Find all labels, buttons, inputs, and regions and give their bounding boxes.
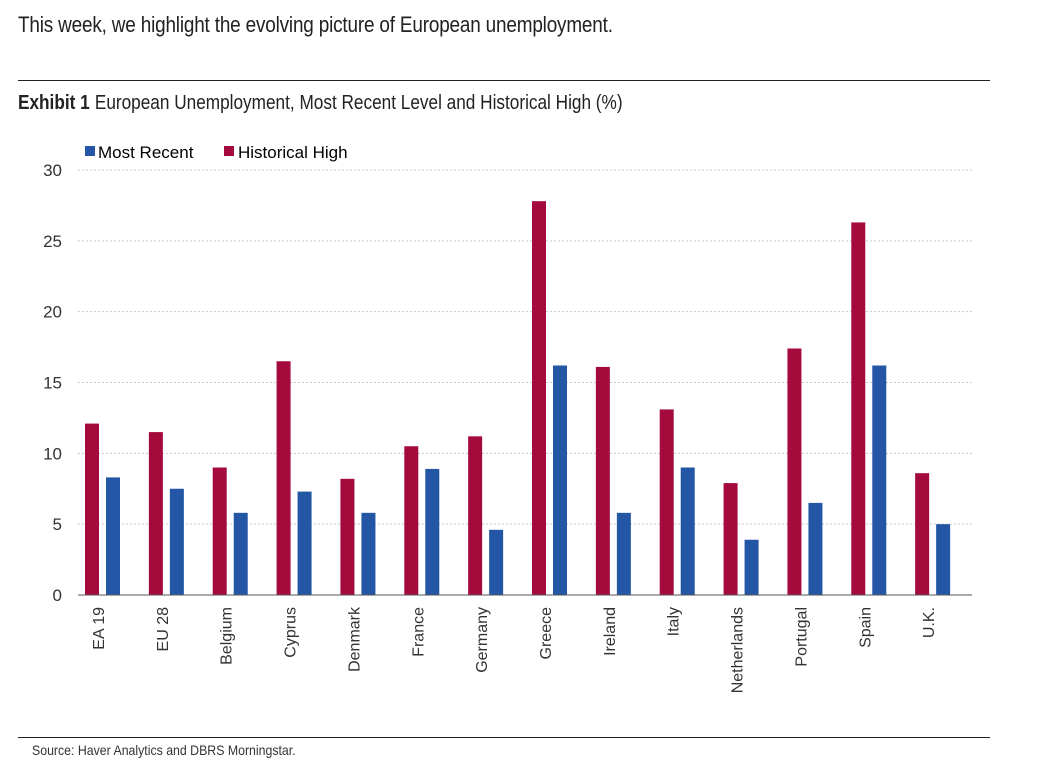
legend-swatch-most-recent bbox=[85, 146, 95, 156]
bar-most-recent bbox=[616, 512, 631, 595]
bar-most-recent bbox=[361, 512, 376, 595]
bar-historical-high bbox=[595, 366, 610, 595]
intro-text: This week, we highlight the evolving pic… bbox=[18, 12, 613, 37]
legend-label-most-recent: Most Recent bbox=[98, 143, 194, 162]
x-tick-label: Italy bbox=[666, 607, 683, 636]
bar-most-recent bbox=[872, 365, 887, 595]
x-tick-label: Belgium bbox=[219, 607, 236, 665]
bar-historical-high bbox=[723, 483, 738, 595]
x-tick-label: France bbox=[410, 607, 427, 657]
bar-historical-high bbox=[404, 446, 419, 595]
x-tick-label: Spain bbox=[857, 607, 874, 648]
y-tick-label: 0 bbox=[53, 586, 62, 605]
bar-most-recent bbox=[106, 477, 120, 595]
x-tick-label: U.K. bbox=[921, 607, 938, 638]
x-tick-label: Denmark bbox=[346, 606, 363, 672]
bar-most-recent bbox=[680, 467, 695, 595]
x-tick-label: Ireland bbox=[602, 607, 619, 656]
bars bbox=[85, 201, 951, 595]
bar-most-recent bbox=[553, 365, 567, 595]
x-tick-label: EU 28 bbox=[155, 607, 172, 652]
legend: Most Recent Historical High bbox=[85, 143, 348, 162]
x-tick-label: EA 19 bbox=[91, 607, 108, 650]
bar-historical-high bbox=[659, 409, 674, 595]
bar-most-recent bbox=[425, 468, 440, 595]
bar-most-recent bbox=[169, 488, 184, 595]
x-tick-label: Germany bbox=[474, 607, 491, 673]
bar-most-recent bbox=[936, 524, 951, 595]
y-tick-label: 30 bbox=[43, 161, 62, 180]
bar-historical-high bbox=[85, 423, 99, 595]
bar-historical-high bbox=[340, 478, 355, 595]
bar-most-recent bbox=[297, 491, 312, 595]
exhibit-title-text: European Unemployment, Most Recent Level… bbox=[94, 92, 623, 114]
bar-most-recent bbox=[808, 502, 823, 595]
x-axis-labels: EA 19 EU 28 Belgium Cyprus Denmark France Germ… bbox=[91, 606, 938, 693]
x-tick-label: Greece bbox=[538, 607, 555, 660]
bar-most-recent bbox=[744, 539, 759, 595]
y-tick-label: 5 bbox=[53, 515, 62, 534]
bar-chart: Most Recent Historical High 0 5 10 15 20 25 30… bbox=[43, 143, 972, 693]
bar-historical-high bbox=[532, 201, 546, 595]
bar-historical-high bbox=[468, 436, 483, 595]
legend-swatch-historical-high bbox=[224, 146, 234, 156]
y-tick-label: 10 bbox=[43, 444, 62, 463]
legend-label-historical-high: Historical High bbox=[238, 143, 348, 162]
bar-historical-high bbox=[276, 361, 291, 595]
exhibit-label: Exhibit 1 bbox=[18, 92, 90, 114]
x-tick-label: Portugal bbox=[793, 607, 810, 667]
gridlines bbox=[78, 169, 972, 525]
top-rule bbox=[18, 80, 990, 81]
x-tick-label: Cyprus bbox=[283, 607, 300, 658]
y-tick-label: 20 bbox=[43, 303, 62, 322]
bar-historical-high bbox=[915, 473, 930, 595]
x-tick-label: Netherlands bbox=[730, 607, 747, 693]
bar-historical-high bbox=[851, 222, 866, 595]
y-tick-label: 15 bbox=[43, 374, 62, 393]
bottom-rule bbox=[18, 737, 990, 738]
bar-most-recent bbox=[489, 529, 504, 595]
bar-historical-high bbox=[787, 348, 802, 595]
exhibit-title: Exhibit 1 European Unemployment, Most Rec… bbox=[18, 92, 623, 115]
y-tick-label: 25 bbox=[43, 232, 62, 251]
bar-historical-high bbox=[148, 432, 163, 595]
bar-most-recent bbox=[233, 512, 248, 595]
source-note: Source: Haver Analytics and DBRS Morning… bbox=[32, 742, 296, 758]
y-axis-ticks: 0 5 10 15 20 25 30 bbox=[43, 161, 62, 605]
bar-historical-high bbox=[212, 467, 227, 595]
